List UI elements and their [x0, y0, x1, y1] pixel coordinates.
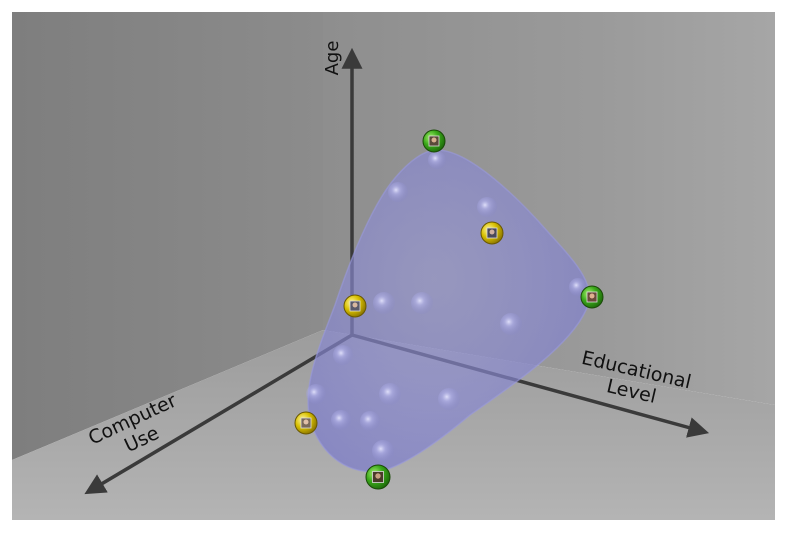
ghost-sphere [500, 313, 522, 335]
left-wall [12, 12, 323, 460]
ghost-sphere [428, 151, 446, 169]
ghost-sphere [411, 292, 433, 314]
ghost-sphere [373, 292, 395, 314]
marker-green-right[interactable] [580, 285, 604, 309]
ghost-sphere [477, 197, 497, 217]
age-axis-label: Age [322, 41, 343, 76]
marker-yellow-center[interactable] [343, 294, 367, 318]
ghost-sphere [388, 182, 408, 202]
ghost-sphere [333, 345, 353, 365]
ghost-sphere [372, 440, 394, 462]
computer-use-axis [84, 333, 353, 495]
marker-yellow-mid-right[interactable] [480, 221, 504, 245]
ghost-sphere [306, 384, 326, 404]
ghost-sphere [360, 411, 380, 431]
ghost-sphere [379, 383, 401, 405]
ghost-sphere [331, 410, 351, 430]
marker-yellow-lower-left[interactable] [294, 411, 318, 435]
ghost-spheres [306, 151, 587, 462]
marker-green-bottom[interactable] [365, 464, 391, 490]
hull-surface [307, 149, 591, 473]
ghost-sphere [438, 388, 460, 410]
marker-green-top[interactable] [422, 129, 446, 153]
